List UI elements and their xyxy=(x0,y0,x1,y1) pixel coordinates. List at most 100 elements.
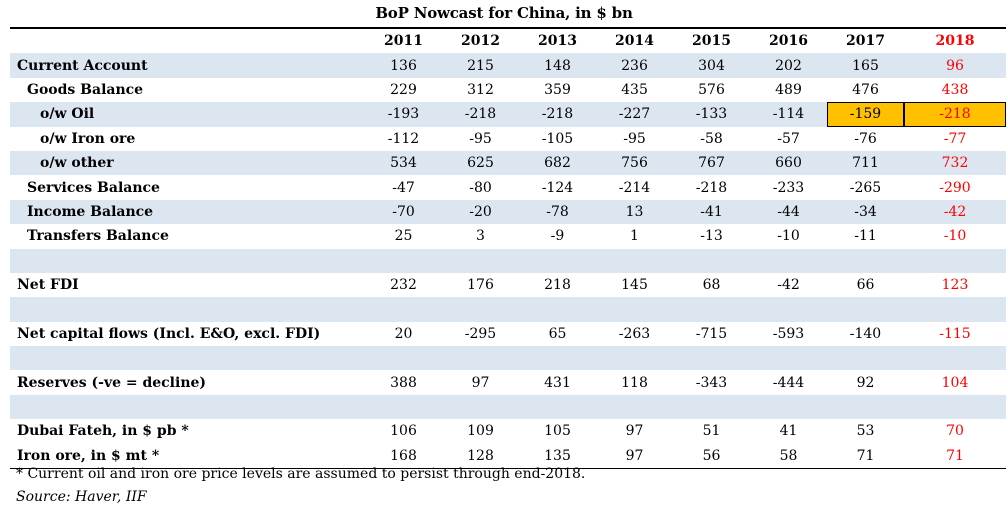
table-row: Reserves (-ve = decline) 388 97 431 118 -343 -… xyxy=(10,370,1006,394)
spacer-cell xyxy=(673,346,750,371)
row-label: Services Balance xyxy=(27,179,160,196)
spacer-cell xyxy=(596,248,673,273)
value-cell: -114 xyxy=(750,102,827,127)
table-row: Goods Balance 229 312 359 435 576 489 476 438 xyxy=(10,78,1006,102)
year-header: 2011 xyxy=(384,33,423,50)
year-header: 2013 xyxy=(538,33,577,50)
value-cell: -42 xyxy=(904,199,1006,225)
value-cell: 68 xyxy=(702,277,721,294)
value-cell: 109 xyxy=(467,423,494,440)
value-cell: 66 xyxy=(856,277,875,294)
spacer-row xyxy=(10,394,1006,420)
value-cell: 660 xyxy=(750,150,827,176)
spacer-cell xyxy=(596,297,673,322)
value-cell: 576 xyxy=(698,81,725,98)
spacer-cell xyxy=(596,394,673,420)
spacer-cell xyxy=(10,297,365,322)
value-cell: -41 xyxy=(673,199,750,225)
value-cell: 25 xyxy=(394,228,413,245)
spacer-cell xyxy=(750,346,827,371)
value-cell: 105 xyxy=(544,423,571,440)
row-label: o/w Oil xyxy=(10,102,365,127)
value-cell: -58 xyxy=(700,130,723,147)
spacer-cell xyxy=(673,297,750,322)
value-cell: -13 xyxy=(700,228,723,245)
value-cell: 304 xyxy=(673,53,750,78)
value-cell: -295 xyxy=(464,325,497,342)
spacer-cell xyxy=(904,248,1006,273)
spacer-cell xyxy=(904,297,1006,322)
value-cell: 431 xyxy=(544,374,571,391)
footnote: * Current oil and iron ore price levels … xyxy=(16,466,586,482)
value-cell: -343 xyxy=(695,374,728,391)
value-cell: 236 xyxy=(596,53,673,78)
value-cell: 104 xyxy=(941,374,969,391)
value-cell: -57 xyxy=(777,130,800,147)
value-cell: 534 xyxy=(365,150,442,176)
spacer-cell xyxy=(442,394,519,420)
value-cell: 476 xyxy=(852,81,879,98)
table-row: Dubai Fateh, in $ pb * 106 109 105 97 51 41 53 7… xyxy=(10,419,1006,443)
year-header-forecast: 2018 xyxy=(935,33,975,50)
spacer-cell xyxy=(750,394,827,420)
value-cell: -80 xyxy=(469,179,492,196)
value-cell: 51 xyxy=(702,423,721,440)
value-cell: 13 xyxy=(596,199,673,225)
value-cell: -214 xyxy=(618,179,651,196)
value-cell: -124 xyxy=(541,179,574,196)
value-cell: 106 xyxy=(390,423,417,440)
spacer-cell xyxy=(827,248,904,273)
value-cell: 682 xyxy=(519,150,596,176)
value-cell: -20 xyxy=(442,199,519,225)
value-cell: 438 xyxy=(941,81,969,98)
value-cell: -9 xyxy=(550,228,565,245)
value-cell: -715 xyxy=(695,325,728,342)
value-cell: 229 xyxy=(390,81,417,98)
spacer-cell xyxy=(673,248,750,273)
value-cell: -47 xyxy=(392,179,415,196)
value-cell: 435 xyxy=(621,81,648,98)
value-cell: 70 xyxy=(946,423,964,440)
row-label: Current Account xyxy=(10,53,365,78)
value-cell: 168 xyxy=(365,443,442,469)
header-label-cell xyxy=(10,29,365,53)
value-cell: -218 xyxy=(695,179,728,196)
value-cell: -112 xyxy=(387,130,420,147)
table-row: Net FDI 232 176 218 145 68 -42 66 123 xyxy=(10,273,1006,297)
value-cell: 71 xyxy=(827,443,904,469)
value-cell: -95 xyxy=(623,130,646,147)
spacer-cell xyxy=(519,346,596,371)
value-cell: -218 xyxy=(519,102,596,127)
value-cell: -193 xyxy=(365,102,442,127)
table-row: Current Account 136 215 148 236 304 202 165 96 xyxy=(10,53,1006,78)
value-cell: 489 xyxy=(775,81,802,98)
value-cell: 96 xyxy=(904,53,1006,78)
spacer-cell xyxy=(827,297,904,322)
value-cell: -95 xyxy=(469,130,492,147)
value-cell: 41 xyxy=(779,423,798,440)
row-label: o/w Iron ore xyxy=(40,130,136,147)
value-cell: -70 xyxy=(365,199,442,225)
year-header: 2014 xyxy=(615,33,654,50)
value-cell: -76 xyxy=(854,130,877,147)
header-row: 2011 2012 2013 2014 2015 2016 2017 2018 xyxy=(10,29,1006,53)
spacer-cell xyxy=(10,346,365,371)
spacer-row xyxy=(10,297,1006,322)
year-header: 2017 xyxy=(846,33,885,50)
year-header: 2016 xyxy=(769,33,808,50)
value-cell: 165 xyxy=(827,53,904,78)
value-cell: 359 xyxy=(544,81,571,98)
table-title: BoP Nowcast for China, in $ bn xyxy=(375,4,633,22)
value-cell: 97 xyxy=(625,423,644,440)
value-cell: 123 xyxy=(941,277,969,294)
spacer-cell xyxy=(904,346,1006,371)
value-cell: -10 xyxy=(943,228,967,245)
spacer-cell xyxy=(365,346,442,371)
row-label: Net FDI xyxy=(17,277,79,294)
value-cell: -265 xyxy=(849,179,882,196)
value-cell: 756 xyxy=(596,150,673,176)
spacer-cell xyxy=(904,394,1006,420)
year-header: 2012 xyxy=(461,33,500,50)
spacer-cell xyxy=(442,346,519,371)
spacer-cell xyxy=(10,248,365,273)
